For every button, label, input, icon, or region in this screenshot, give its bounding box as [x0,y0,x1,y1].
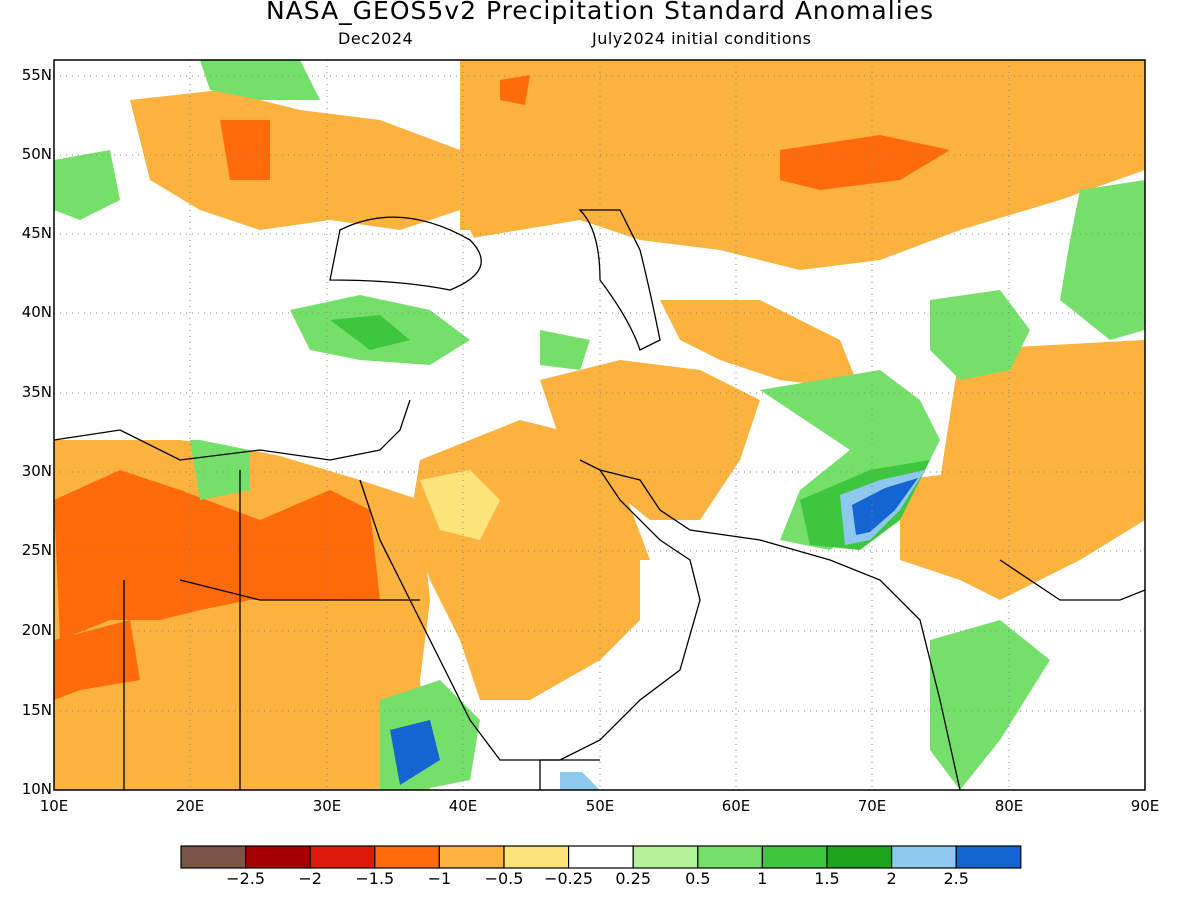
colorbar-swatch [568,845,634,869]
colorbar-swatch [503,845,570,869]
colorbar-label: −1 [427,869,452,888]
anomaly-region [54,470,380,640]
lat-tick-label: 20N [21,621,52,639]
colorbar-label: −2 [298,869,322,888]
anomaly-region [220,120,270,180]
colorbar-label: 1.5 [814,869,840,888]
colorbar-swatch [309,845,376,869]
colorbar-swatch [826,845,893,869]
anomaly-region [330,315,410,350]
map-title: NASA_GEOS5v2 Precipitation Standard Anom… [265,0,935,25]
colorbar-swatch [955,845,1022,869]
colorbar-label: −1.5 [355,869,395,888]
colorbar-label: 1 [757,869,768,888]
lat-tick-label: 50N [21,145,52,163]
coastlines [54,209,1145,790]
colorbar-label: −0.5 [484,869,524,888]
colorbar-swatch [438,845,505,869]
colorbar-swatch [890,845,957,869]
lon-tick-label: 30E [312,797,342,815]
colorbar-swatch [761,845,828,869]
lon-tick-label: 20E [175,797,205,815]
colorbar-swatch [697,845,763,869]
anomaly-region [390,720,440,785]
lat-tick-label: 10N [21,780,52,798]
lat-tick-label: 15N [21,701,52,719]
colorbar-label: 0.5 [685,869,711,888]
colorbar-label: −0.25 [544,869,594,888]
colorbar-swatch [244,845,311,869]
anomaly-region [540,330,590,370]
lon-tick-label: 10E [39,797,69,815]
lon-tick-label: 60E [721,797,751,815]
anomaly-region [54,150,120,220]
lon-tick-label: 90E [1130,797,1160,815]
map-frame [53,59,1146,791]
anomaly-region [852,478,918,535]
initial-conditions-label: July2024 initial conditions [592,29,812,48]
anomaly-region [300,230,500,300]
lat-tick-label: 25N [21,541,52,559]
colorbar-label: 0.25 [615,869,651,888]
anomaly-region [130,90,460,230]
anomaly-region [500,75,530,105]
lat-tick-label: 30N [21,462,52,480]
anomaly-region [560,560,820,790]
lon-tick-label: 50E [585,797,615,815]
lon-tick-label: 40E [448,797,478,815]
anomaly-region [54,360,400,460]
anomaly-field [54,60,1145,790]
anomaly-region [1060,180,1145,340]
colorbar-swatch [180,845,247,869]
anomaly-region [540,360,760,520]
lon-tick-label: 70E [857,797,887,815]
lat-tick-label: 45N [21,224,52,242]
anomaly-region [190,440,250,500]
anomaly-region [420,470,500,540]
anomaly-region [54,620,140,700]
lat-tick-label: 55N [21,66,52,84]
anomaly-region [930,620,1050,790]
colorbar-label: 2.5 [943,869,969,888]
colorbar-swatch [374,845,441,869]
lat-tick-label: 35N [21,383,52,401]
colorbar-label: −2.5 [226,869,266,888]
lat-tick-label: 40N [21,303,52,321]
forecast-month-label: Dec2024 [338,29,414,48]
anomaly-region [780,135,950,190]
colorbar-label: 2 [886,869,897,888]
lon-tick-label: 80E [994,797,1024,815]
anomaly-region [200,60,320,100]
anomaly-region [900,470,1000,580]
anomaly-region [660,300,860,390]
colorbar-swatch [632,845,699,869]
colorbar [180,845,1022,869]
